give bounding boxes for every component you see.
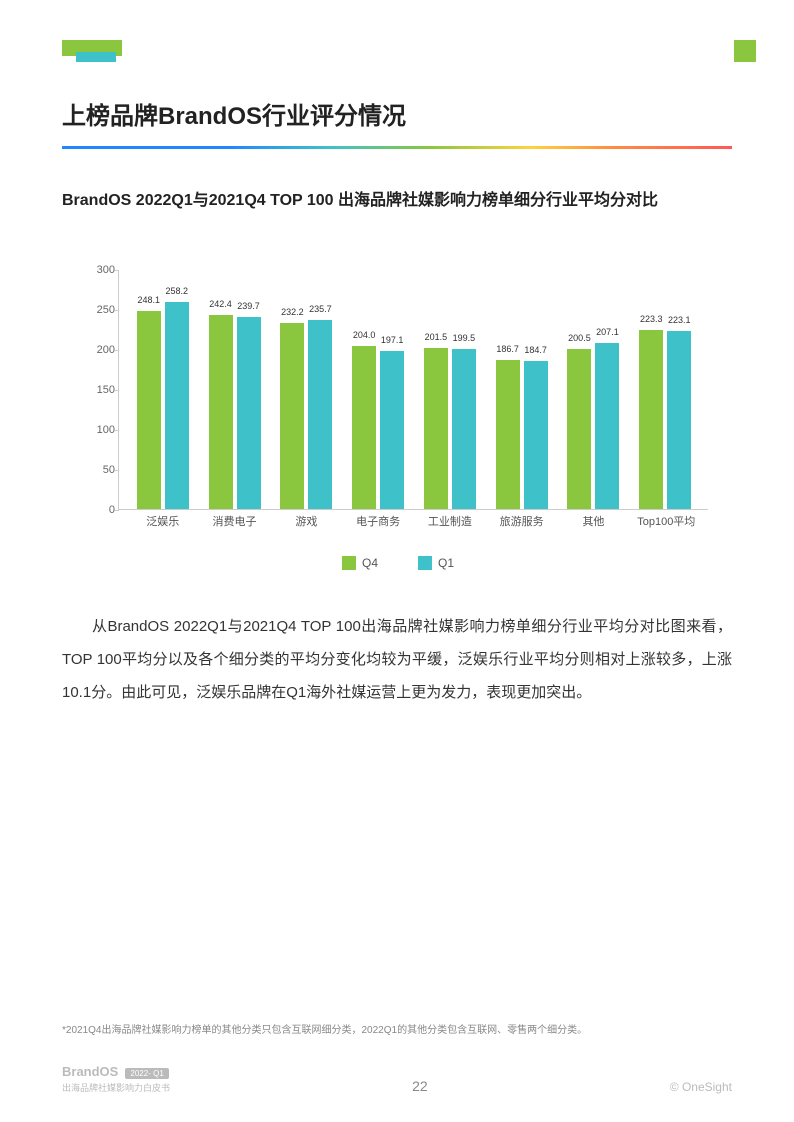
- bar: 223.1: [667, 331, 691, 509]
- bar: 242.4: [209, 315, 233, 509]
- y-tick-mark: [115, 350, 119, 351]
- bar-value-label: 248.1: [137, 295, 161, 305]
- bar-value-label: 232.2: [280, 307, 304, 317]
- y-tick-label: 0: [87, 504, 115, 516]
- bar-value-label: 204.0: [352, 330, 376, 340]
- bar-value-label: 207.1: [595, 327, 619, 337]
- top-right-square: [734, 40, 756, 62]
- bar: 232.2: [280, 323, 304, 509]
- x-category-label: 电子商务: [350, 513, 406, 529]
- x-category-label: 工业制造: [422, 513, 478, 529]
- y-tick-label: 150: [87, 384, 115, 396]
- chart-legend: Q4 Q1: [342, 556, 454, 570]
- bar-value-label: 223.1: [667, 315, 691, 325]
- y-tick-mark: [115, 310, 119, 311]
- x-category-label: 消费电子: [207, 513, 263, 529]
- x-category-label: 游戏: [278, 513, 334, 529]
- y-tick-label: 50: [87, 464, 115, 476]
- legend-swatch-q4: [342, 556, 356, 570]
- top-left-decoration: [62, 40, 122, 62]
- bar: 204.0: [352, 346, 376, 509]
- body-paragraph: 从BrandOS 2022Q1与2021Q4 TOP 100出海品牌社媒影响力榜…: [62, 610, 732, 709]
- y-tick-mark: [115, 390, 119, 391]
- footer-left: BrandOS 2022- Q1 出海品牌社媒影响力白皮书: [62, 1064, 170, 1094]
- x-category-label: Top100平均: [637, 513, 693, 529]
- legend-swatch-q1: [418, 556, 432, 570]
- footnote: *2021Q4出海品牌社媒影响力榜单的其他分类只包含互联网细分类，2022Q1的…: [62, 1021, 732, 1036]
- bar: 199.5: [452, 349, 476, 509]
- bar-value-label: 201.5: [424, 332, 448, 342]
- page-footer: BrandOS 2022- Q1 出海品牌社媒影响力白皮书 22 © OneSi…: [62, 1064, 732, 1094]
- rainbow-divider: [62, 146, 732, 149]
- bar-value-label: 235.7: [308, 304, 332, 314]
- bar: 248.1: [137, 311, 161, 509]
- y-tick-mark: [115, 430, 119, 431]
- y-tick-label: 250: [87, 304, 115, 316]
- legend-label-q4: Q4: [362, 556, 378, 570]
- legend-item-q4: Q4: [342, 556, 378, 570]
- bar-value-label: 239.7: [237, 301, 261, 311]
- y-tick-label: 300: [87, 264, 115, 276]
- deco-teal-bar: [76, 52, 116, 62]
- bar: 239.7: [237, 317, 261, 509]
- bar-chart: 050100150200250300248.1258.2泛娱乐242.4239.…: [78, 260, 718, 580]
- bar-value-label: 184.7: [524, 345, 548, 355]
- bar: 207.1: [595, 343, 619, 509]
- y-tick-mark: [115, 270, 119, 271]
- page-number: 22: [412, 1078, 428, 1094]
- bar-value-label: 223.3: [639, 314, 663, 324]
- chart-subtitle: BrandOS 2022Q1与2021Q4 TOP 100 出海品牌社媒影响力榜…: [62, 186, 732, 210]
- bar: 258.2: [165, 302, 189, 509]
- bar-value-label: 200.5: [567, 333, 591, 343]
- bar-value-label: 258.2: [165, 286, 189, 296]
- bar: 201.5: [424, 348, 448, 509]
- y-tick-label: 100: [87, 424, 115, 436]
- bar-value-label: 242.4: [209, 299, 233, 309]
- footer-copyright: © OneSight: [670, 1080, 732, 1094]
- bar: 235.7: [308, 320, 332, 509]
- bar: 223.3: [639, 330, 663, 509]
- bar-value-label: 199.5: [452, 333, 476, 343]
- bar: 200.5: [567, 349, 591, 509]
- footer-badge: 2022- Q1: [125, 1068, 168, 1079]
- y-tick-label: 200: [87, 344, 115, 356]
- footer-subtitle: 出海品牌社媒影响力白皮书: [62, 1081, 170, 1094]
- x-category-label: 旅游服务: [494, 513, 550, 529]
- y-tick-mark: [115, 470, 119, 471]
- chart-plot-area: 050100150200250300248.1258.2泛娱乐242.4239.…: [118, 270, 708, 510]
- y-tick-mark: [115, 510, 119, 511]
- x-category-label: 泛娱乐: [135, 513, 191, 529]
- legend-item-q1: Q1: [418, 556, 454, 570]
- bar-value-label: 197.1: [380, 335, 404, 345]
- footer-brandos: BrandOS: [62, 1064, 118, 1079]
- bar: 184.7: [524, 361, 548, 509]
- x-category-label: 其他: [565, 513, 621, 529]
- bar: 197.1: [380, 351, 404, 509]
- bar: 186.7: [496, 360, 520, 509]
- bar-value-label: 186.7: [496, 344, 520, 354]
- page-title: 上榜品牌BrandOS行业评分情况: [62, 96, 406, 131]
- legend-label-q1: Q1: [438, 556, 454, 570]
